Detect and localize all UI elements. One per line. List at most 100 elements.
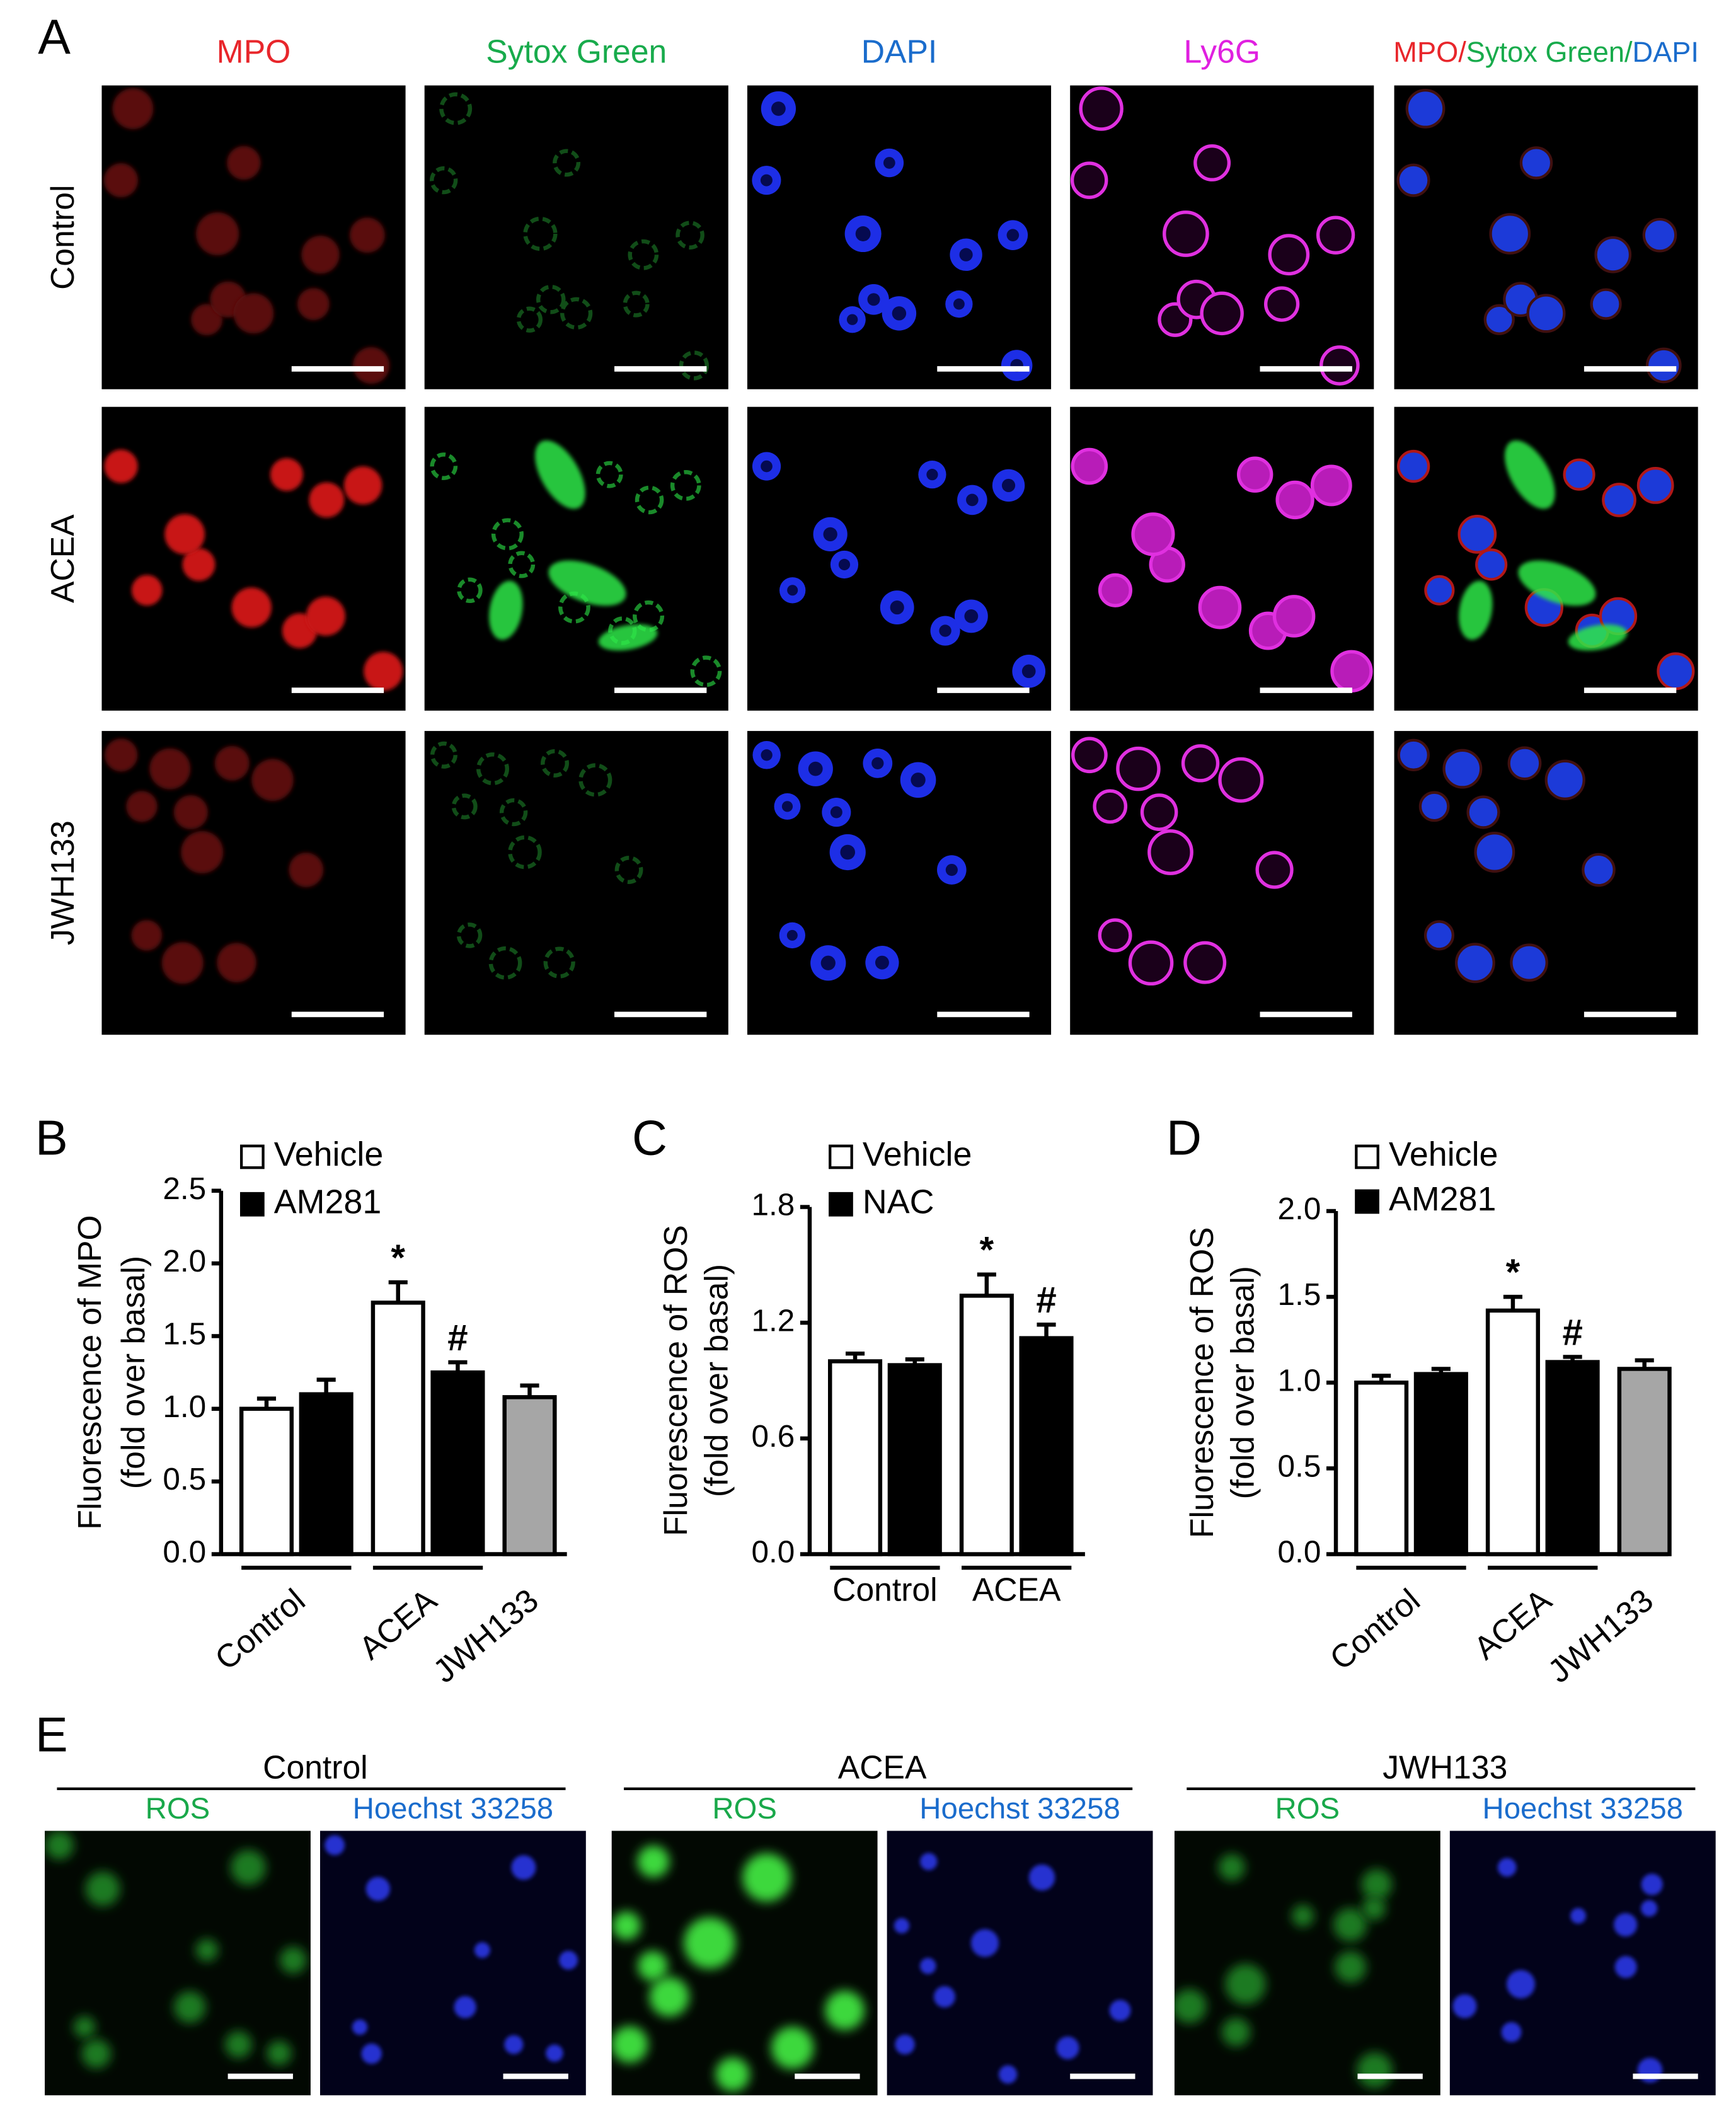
cell <box>1310 464 1352 507</box>
merge-header-part: DAPI <box>1633 36 1699 68</box>
cell <box>919 1958 936 1974</box>
cell <box>1357 2052 1393 2088</box>
x-tick-label: Control <box>1323 1582 1427 1677</box>
micrograph-background <box>1394 406 1698 711</box>
cell-core <box>830 806 842 819</box>
y-tick-label: 0.0 <box>163 1535 206 1570</box>
y-tick-label: 0.0 <box>1278 1535 1321 1570</box>
cell <box>612 1911 641 1940</box>
x-tick-label: JWH133 <box>1541 1582 1660 1690</box>
cell <box>1070 161 1108 199</box>
cell <box>474 1942 490 1958</box>
cells <box>752 741 967 981</box>
cell <box>343 466 382 505</box>
cell <box>1397 449 1430 483</box>
cell <box>578 763 612 797</box>
micrograph <box>1394 85 1698 389</box>
cell <box>1335 1951 1367 1983</box>
cells <box>1070 86 1360 386</box>
cell <box>920 1853 938 1871</box>
net-smear <box>1518 560 1596 606</box>
cell <box>251 759 294 801</box>
cell <box>267 2040 292 2066</box>
cell <box>301 235 340 274</box>
cell <box>233 293 274 334</box>
cell-core <box>939 624 951 637</box>
micrograph <box>1174 1830 1440 2096</box>
cell <box>1642 217 1677 253</box>
micrograph <box>747 406 1052 711</box>
row-label: Control <box>44 185 81 289</box>
y-tick-label: 1.5 <box>163 1317 206 1352</box>
cell <box>451 793 478 820</box>
cell <box>164 514 205 554</box>
micrograph <box>1070 731 1374 1035</box>
group-header: JWH133 <box>1382 1749 1507 1785</box>
cell <box>1071 447 1108 485</box>
cell-core <box>760 174 773 187</box>
bar <box>430 1370 485 1556</box>
cell <box>1452 1994 1477 2018</box>
cell <box>195 1939 219 1962</box>
cell <box>456 922 483 948</box>
net-smear <box>548 560 626 606</box>
cell <box>1489 213 1531 255</box>
y-tick-label: 0.6 <box>751 1419 795 1454</box>
error-bar <box>1431 1367 1451 1374</box>
channel-header: Hoechst 33258 <box>1483 1792 1683 1825</box>
cell <box>1544 759 1585 800</box>
row-label: JWH133 <box>44 820 81 945</box>
cell-core <box>883 157 895 169</box>
micrograph-background <box>1449 1830 1716 2096</box>
cell <box>105 738 138 772</box>
error-bar <box>1372 1374 1391 1383</box>
legend-label: Vehicle <box>274 1135 383 1173</box>
cell <box>289 853 324 887</box>
cell <box>637 1845 670 1878</box>
cell <box>231 587 272 628</box>
cell <box>1457 515 1497 554</box>
cell-core <box>855 226 871 241</box>
legend-label: Vehicle <box>1389 1135 1498 1173</box>
x-tick-label: ACEA <box>352 1581 444 1666</box>
cell <box>488 946 522 980</box>
micrograph <box>747 85 1052 389</box>
merge-header: MPO/Sytox Green/DAPI <box>1393 36 1699 68</box>
micrograph <box>887 1830 1153 2096</box>
y-tick-label: 2.0 <box>1278 1192 1321 1226</box>
cell <box>546 2044 563 2062</box>
channel-header: Hoechst 33258 <box>919 1792 1120 1825</box>
cell <box>825 1990 865 2030</box>
cell <box>214 745 250 781</box>
micrograph-background <box>1174 1830 1440 2096</box>
cell <box>508 835 542 870</box>
error-bar <box>1503 1294 1522 1311</box>
cell <box>1218 757 1264 803</box>
cell <box>1396 163 1430 197</box>
cell-core <box>771 101 786 116</box>
cell-core <box>911 773 926 788</box>
bar <box>1413 1372 1468 1556</box>
cell <box>543 946 575 979</box>
cell <box>1510 943 1548 982</box>
cell-core <box>823 527 837 542</box>
micrograph <box>1449 1830 1716 2096</box>
cell <box>1198 585 1242 629</box>
cell <box>1225 1963 1266 2005</box>
cell <box>1116 746 1161 791</box>
cells <box>429 92 710 381</box>
cell <box>476 752 509 786</box>
cell <box>638 1951 668 1981</box>
cell <box>217 943 256 982</box>
y-axis-label: Fluorescence of MPO <box>71 1215 108 1529</box>
cell-core <box>761 460 773 473</box>
x-tick-label: JWH133 <box>426 1582 545 1690</box>
micrograph <box>1394 731 1698 1035</box>
cell <box>1333 1908 1367 1942</box>
cell <box>439 92 473 125</box>
legend-swatch <box>1355 1189 1379 1214</box>
cell <box>279 1946 307 1974</box>
cell <box>227 146 261 180</box>
cell <box>1501 2022 1522 2043</box>
